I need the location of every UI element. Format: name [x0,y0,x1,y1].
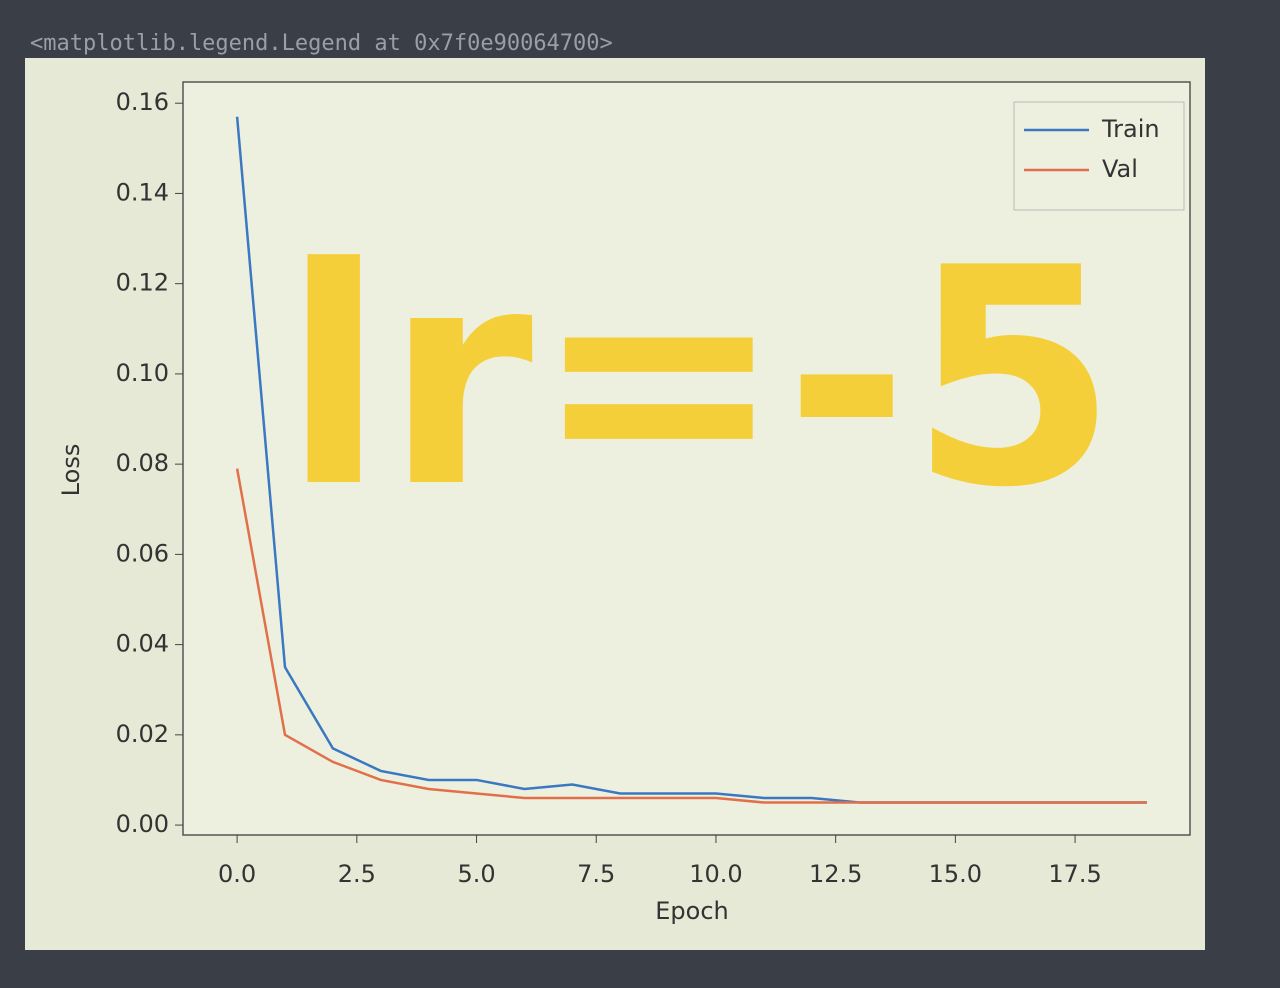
x-tick-label: 15.0 [929,860,982,888]
legend-label: Train [1101,115,1160,143]
legend-box [1013,101,1185,211]
y-tick-label: 0.08 [116,449,169,477]
x-axis-label: Epoch [655,897,729,925]
y-tick-label: 0.10 [116,359,169,387]
x-tick-label: 2.5 [338,860,376,888]
y-axis-label: Loss [57,444,85,497]
y-tick-label: 0.00 [116,810,169,838]
y-tick-label: 0.12 [116,269,169,297]
y-tick-label: 0.16 [116,88,169,116]
x-tick-label: 10.0 [689,860,742,888]
output-text: <matplotlib.legend.Legend at 0x7f0e90064… [30,31,613,56]
x-tick-label: 17.5 [1048,860,1101,888]
x-tick-label: 5.0 [457,860,495,888]
x-tick-label: 7.5 [577,860,615,888]
y-tick-label: 0.06 [116,539,169,567]
x-tick-label: 12.5 [809,860,862,888]
y-tick-label: 0.14 [116,178,169,206]
legend-label: Val [1102,155,1138,183]
y-tick-label: 0.04 [116,630,169,658]
y-tick-label: 0.02 [116,720,169,748]
line-series [235,468,1147,804]
annotation: lr=-5 [282,204,1117,553]
x-tick-label: 0.0 [218,860,256,888]
